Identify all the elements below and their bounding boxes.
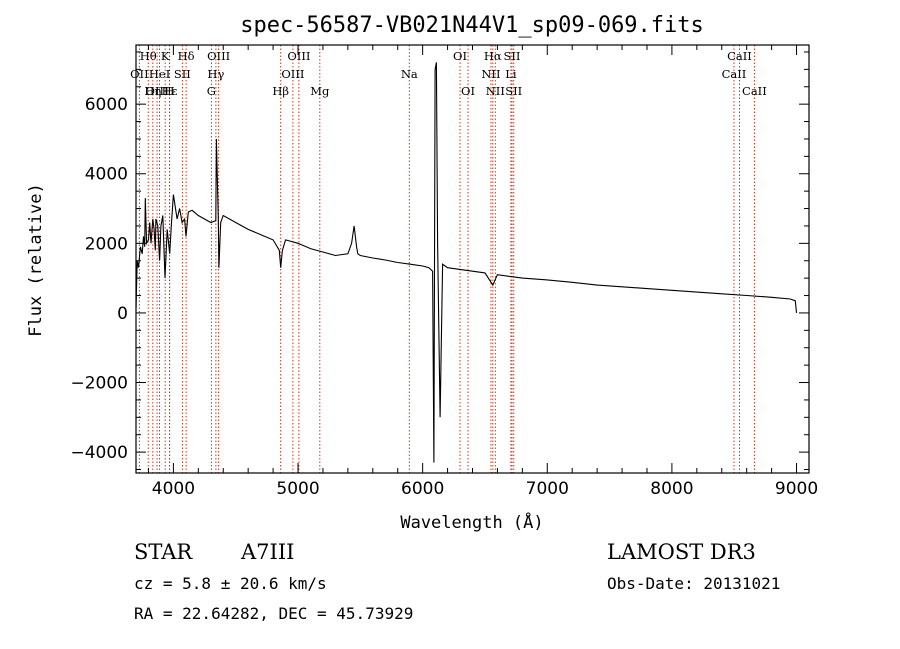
y-tick-label: 2000 bbox=[85, 234, 128, 254]
obs-date: Obs-Date: 20131021 bbox=[607, 574, 781, 593]
line-label-19: OI bbox=[461, 84, 475, 98]
line-label-3: Hε bbox=[162, 84, 178, 98]
line-label-16: Mg bbox=[310, 84, 330, 98]
line-label-26: CaII bbox=[727, 49, 752, 63]
line-label-14: OIII bbox=[281, 67, 304, 81]
y-axis: −4000 −2000 0 2000 4000 6000 bbox=[70, 51, 809, 471]
line-label-25: Li bbox=[505, 67, 517, 81]
x-tick-label: 8000 bbox=[650, 479, 693, 499]
line-label-13: Hβ bbox=[272, 84, 289, 98]
line-label-0: Hθ bbox=[140, 49, 157, 63]
x-tick-label: 7000 bbox=[526, 479, 569, 499]
line-label-23: SII bbox=[504, 49, 521, 63]
plot-frame bbox=[135, 44, 810, 474]
line-label-1: OII bbox=[130, 67, 149, 81]
line-label-28: CaII bbox=[742, 84, 767, 98]
line-label-24: SII bbox=[505, 84, 522, 98]
line-label-15: OIII bbox=[287, 49, 310, 63]
line-label-7: H bbox=[165, 84, 175, 98]
x-tick-label: 5000 bbox=[276, 479, 319, 499]
line-label-17: Na bbox=[401, 67, 418, 81]
line-label-18: OI bbox=[453, 49, 467, 63]
ra-dec-text: RA = 22.64282, DEC = 45.73929 bbox=[134, 604, 414, 623]
x-tick-label: 9000 bbox=[775, 479, 818, 499]
line-label-4: Hη bbox=[144, 84, 161, 98]
line-label-11: Hγ bbox=[207, 67, 224, 81]
line-label-2: OIII bbox=[146, 84, 169, 98]
y-tick-label: 4000 bbox=[85, 165, 128, 185]
redshift-text: cz = 5.8 ± 20.6 km/s bbox=[134, 574, 327, 593]
line-label-6: K bbox=[161, 49, 170, 63]
y-axis-label: Flux (relative) bbox=[26, 183, 46, 337]
y-tick-label: 6000 bbox=[85, 95, 128, 115]
spectrum-line bbox=[135, 62, 798, 463]
chart-title: spec-56587-VB021N44V1_sp09-069.fits bbox=[240, 13, 704, 38]
line-label-21: NII bbox=[481, 67, 500, 81]
x-tick-label: 6000 bbox=[401, 479, 444, 499]
object-subclass: A7III bbox=[241, 540, 295, 564]
y-tick-label: 0 bbox=[117, 304, 128, 324]
object-class: STAR bbox=[134, 540, 193, 564]
y-tick-label: −4000 bbox=[70, 443, 128, 463]
survey-name: LAMOST DR3 bbox=[607, 540, 756, 564]
line-label-12: G bbox=[207, 84, 216, 98]
y-tick-label: −2000 bbox=[70, 374, 128, 394]
line-label-22: NII bbox=[486, 84, 505, 98]
line-label-9: Hδ bbox=[178, 49, 195, 63]
x-axis: 4000 5000 6000 7000 8000 9000 bbox=[147, 45, 818, 499]
x-axis-label: Wavelength (Å) bbox=[400, 511, 543, 533]
line-markers bbox=[138, 45, 755, 473]
x-tick-label: 4000 bbox=[152, 479, 195, 499]
line-label-8: SII bbox=[174, 67, 191, 81]
line-label-5: HeI bbox=[149, 67, 170, 81]
line-label-10: OIII bbox=[207, 49, 230, 63]
line-label-20: Hα bbox=[484, 49, 502, 63]
line-label-27: CaII bbox=[722, 67, 747, 81]
